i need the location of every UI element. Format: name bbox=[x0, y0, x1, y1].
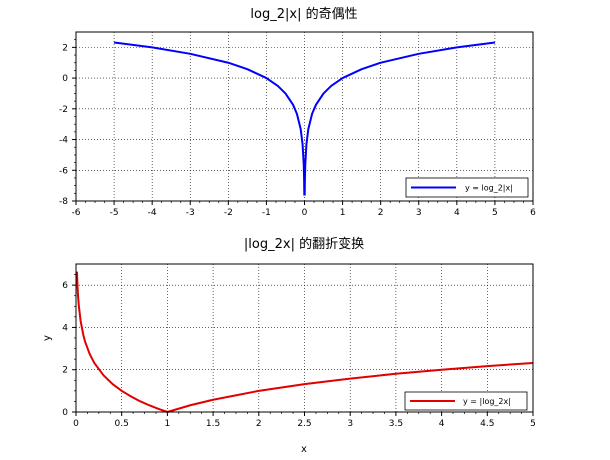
x-tick-label: 0.5 bbox=[115, 419, 129, 429]
x-tick-label: -4 bbox=[148, 208, 157, 218]
series-group bbox=[113, 41, 496, 196]
chart-log2-abs-x: log_2|x| 的奇偶性 -6 -5 -4 -3 -2 -1 0 1 2 3 4 5 6 -8 -6 -4… bbox=[59, 6, 536, 218]
x-tick-label: 3 bbox=[347, 419, 353, 429]
plot-area bbox=[76, 264, 533, 412]
x-tick-label: 1.5 bbox=[206, 419, 220, 429]
y-tick-label: -2 bbox=[59, 105, 68, 115]
y-tick-label: -4 bbox=[59, 136, 68, 146]
y-tick-label: -6 bbox=[59, 166, 68, 176]
y-tick-label: 6 bbox=[62, 281, 68, 291]
legend: y = |log_2x| bbox=[404, 391, 528, 411]
gridlines bbox=[76, 264, 533, 412]
x-tick-label: 5 bbox=[492, 208, 498, 218]
x-tick-label: 4 bbox=[439, 419, 445, 429]
legend: y = log_2|x| bbox=[405, 177, 529, 198]
x-tick-label: 3.5 bbox=[389, 419, 403, 429]
x-axis-label: x bbox=[301, 444, 307, 455]
y-tick-label: -8 bbox=[59, 197, 68, 207]
x-tick-label: 6 bbox=[530, 208, 536, 218]
x-tick-label: -2 bbox=[224, 208, 233, 218]
x-axis: -6 -5 -4 -3 -2 -1 0 1 2 3 4 5 6 bbox=[72, 201, 536, 218]
y-tick-label: 4 bbox=[62, 323, 68, 333]
x-tick-label: -6 bbox=[72, 208, 81, 218]
x-tick-label: -1 bbox=[262, 208, 271, 218]
x-tick-label: 0 bbox=[302, 208, 308, 218]
legend-label: y = log_2|x| bbox=[465, 184, 513, 193]
x-tick-label: 4.5 bbox=[480, 419, 494, 429]
x-tick-label: -5 bbox=[110, 208, 119, 218]
series-line bbox=[113, 41, 496, 196]
y-tick-label: 2 bbox=[62, 43, 68, 53]
x-tick-label: 2.5 bbox=[297, 419, 311, 429]
chart-title: |log_2x| 的翻折变换 bbox=[244, 236, 364, 252]
x-tick-label: 1 bbox=[165, 419, 171, 429]
series-line bbox=[75, 271, 534, 413]
y-tick-label: 0 bbox=[62, 408, 68, 418]
x-tick-label: 3 bbox=[416, 208, 422, 218]
x-tick-label: -3 bbox=[186, 208, 195, 218]
y-tick-label: 0 bbox=[62, 74, 68, 84]
legend-box bbox=[405, 177, 529, 198]
x-tick-label: 2 bbox=[378, 208, 384, 218]
chart-abs-log2-x: |log_2x| 的翻折变换 0 0.5 1 1.5 2 2.5 3 3.5 4 4.5 5 0 2 4… bbox=[42, 236, 536, 455]
x-tick-label: 1 bbox=[340, 208, 346, 218]
legend-box bbox=[404, 391, 528, 411]
x-axis: 0 0.5 1 1.5 2 2.5 3 3.5 4 4.5 5 bbox=[73, 412, 536, 429]
y-axis-label: y bbox=[42, 335, 53, 341]
y-axis: -8 -6 -4 -2 0 2 bbox=[59, 39, 76, 207]
legend-label: y = |log_2x| bbox=[463, 397, 511, 406]
series-group bbox=[75, 271, 534, 413]
x-tick-label: 5 bbox=[530, 419, 536, 429]
y-axis: 0 2 4 6 bbox=[62, 274, 76, 418]
chart-title: log_2|x| 的奇偶性 bbox=[250, 6, 357, 22]
x-tick-label: 0 bbox=[73, 419, 79, 429]
x-tick-label: 4 bbox=[454, 208, 460, 218]
x-tick-label: 2 bbox=[256, 419, 262, 429]
y-tick-label: 2 bbox=[62, 366, 68, 376]
